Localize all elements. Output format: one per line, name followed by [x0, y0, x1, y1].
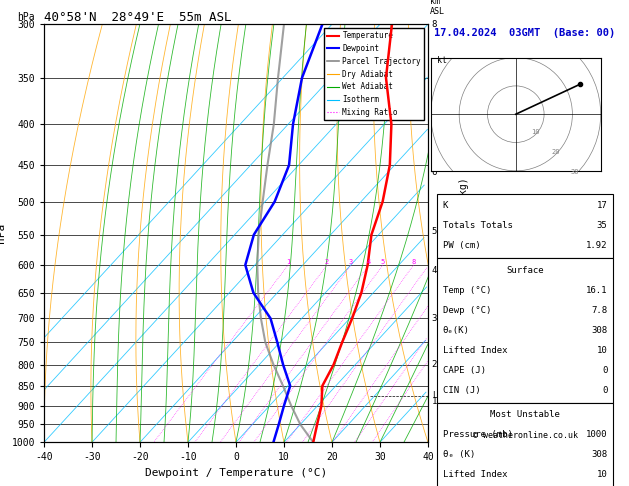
Text: K: K	[443, 201, 448, 210]
Text: 7.8: 7.8	[591, 306, 607, 314]
Text: 1: 1	[431, 398, 437, 406]
Text: 20: 20	[551, 149, 560, 155]
Text: Mixing Ratio (g/kg): Mixing Ratio (g/kg)	[459, 177, 469, 289]
Text: 1.92: 1.92	[586, 242, 607, 250]
Text: km
ASL: km ASL	[430, 0, 445, 16]
Text: 0: 0	[602, 386, 607, 395]
Text: Temp (°C): Temp (°C)	[443, 286, 491, 295]
X-axis label: Dewpoint / Temperature (°C): Dewpoint / Temperature (°C)	[145, 468, 327, 478]
Text: CIN (J): CIN (J)	[443, 386, 481, 395]
Text: CAPE (J): CAPE (J)	[443, 366, 486, 375]
Text: 17.04.2024  03GMT  (Base: 00): 17.04.2024 03GMT (Base: 00)	[435, 29, 616, 38]
Text: PW (cm): PW (cm)	[443, 242, 481, 250]
FancyBboxPatch shape	[437, 258, 613, 402]
Text: 308: 308	[591, 451, 607, 459]
Text: 10: 10	[596, 470, 607, 479]
Text: 0: 0	[602, 366, 607, 375]
Text: © weatheronline.co.uk: © weatheronline.co.uk	[472, 431, 577, 440]
Text: 4: 4	[431, 266, 437, 275]
Text: 2: 2	[325, 259, 329, 265]
Legend: Temperature, Dewpoint, Parcel Trajectory, Dry Adiabat, Wet Adiabat, Isotherm, Mi: Temperature, Dewpoint, Parcel Trajectory…	[324, 28, 424, 120]
Text: Pressure (mb): Pressure (mb)	[443, 430, 513, 439]
Text: 10: 10	[596, 346, 607, 355]
Text: LCL: LCL	[431, 391, 447, 400]
Text: Most Unstable: Most Unstable	[490, 410, 560, 419]
Text: 17: 17	[596, 201, 607, 210]
Text: 7: 7	[431, 97, 437, 106]
Text: Lifted Index: Lifted Index	[443, 470, 507, 479]
Text: 1: 1	[286, 259, 291, 265]
Text: 4: 4	[367, 259, 371, 265]
Text: 1000: 1000	[586, 430, 607, 439]
Text: Lifted Index: Lifted Index	[443, 346, 507, 355]
Text: 8: 8	[431, 20, 437, 29]
Text: θₑ(K): θₑ(K)	[443, 326, 470, 335]
Text: 5: 5	[381, 259, 385, 265]
Text: kt: kt	[437, 56, 447, 65]
Text: 30: 30	[571, 169, 579, 174]
Text: 40°58'N  28°49'E  55m ASL: 40°58'N 28°49'E 55m ASL	[44, 11, 231, 24]
Text: 3: 3	[349, 259, 353, 265]
Text: 8: 8	[411, 259, 416, 265]
FancyBboxPatch shape	[437, 402, 613, 486]
Text: θₑ (K): θₑ (K)	[443, 451, 475, 459]
Text: 5: 5	[431, 227, 437, 236]
Text: 6: 6	[431, 168, 437, 177]
Text: Surface: Surface	[506, 265, 544, 275]
Text: Totals Totals: Totals Totals	[443, 221, 513, 230]
Text: hPa: hPa	[17, 12, 35, 22]
Text: 3: 3	[431, 314, 437, 323]
Text: Dewp (°C): Dewp (°C)	[443, 306, 491, 314]
Text: 16.1: 16.1	[586, 286, 607, 295]
Text: 10: 10	[532, 129, 540, 135]
Text: 2: 2	[431, 360, 437, 369]
Text: 308: 308	[591, 326, 607, 335]
FancyBboxPatch shape	[437, 193, 613, 258]
Y-axis label: hPa: hPa	[0, 223, 6, 243]
Text: 35: 35	[596, 221, 607, 230]
